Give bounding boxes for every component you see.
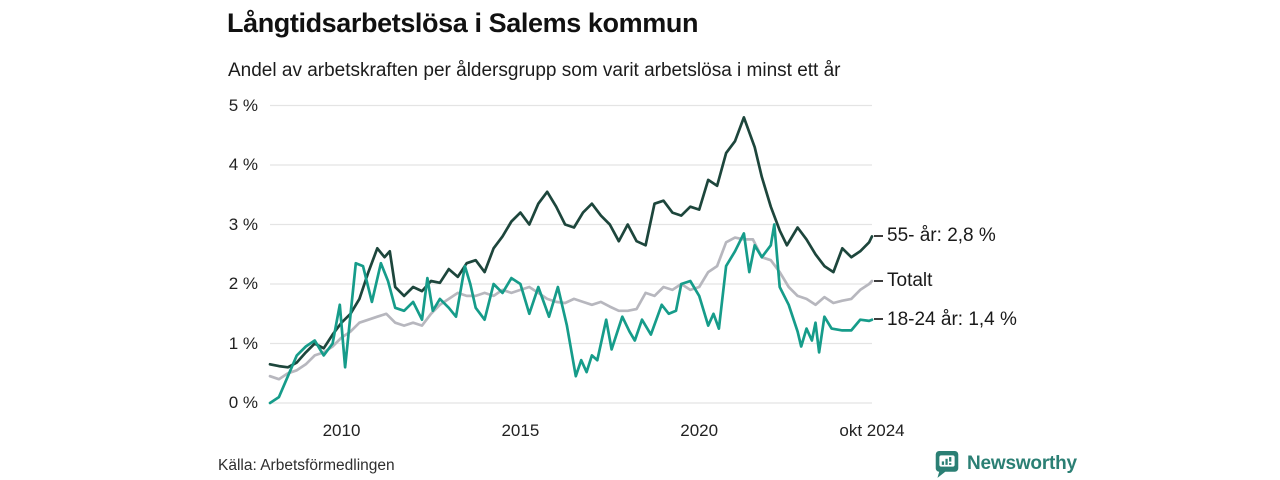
end-label-totalt: Totalt xyxy=(874,268,932,293)
end-label-18-24-ar: 18-24 år: 1,4 % xyxy=(874,307,1017,332)
label-tick-dash xyxy=(874,234,883,237)
y-tick-label: 2 % xyxy=(228,274,258,293)
series-line-18-24-ar xyxy=(268,223,874,405)
series-line-55-ar xyxy=(268,116,874,369)
x-tick-label: okt 2024 xyxy=(839,421,905,440)
page-subtitle: Andel av arbetskraften per åldersgrupp s… xyxy=(228,60,841,81)
x-tick-label: 2015 xyxy=(501,421,540,440)
y-tick-label: 0 % xyxy=(228,393,258,412)
y-tick-label: 4 % xyxy=(228,155,258,174)
label-tick-dash xyxy=(874,279,883,282)
y-tick-label: 5 % xyxy=(228,95,258,115)
y-tick-label: 3 % xyxy=(228,214,258,234)
brand-name: Newsworthy xyxy=(967,453,1077,474)
series-line-totalt xyxy=(268,236,874,381)
brand-logo: Newsworthy xyxy=(934,450,1077,478)
x-tick-label: 2020 xyxy=(680,421,719,440)
end-label-text: Totalt xyxy=(887,270,933,292)
x-tick-label: 2010 xyxy=(322,421,361,440)
end-label-55-ar: 55- år: 2,8 % xyxy=(874,223,996,248)
page-title: Långtidsarbetslösa i Salems kommun xyxy=(227,8,699,38)
label-tick-dash xyxy=(874,318,883,321)
newsworthy-icon xyxy=(935,451,959,478)
y-tick-label: 1 % xyxy=(228,333,258,353)
end-label-text: 55- år: 2,8 % xyxy=(887,225,996,247)
end-label-text: 18-24 år: 1,4 % xyxy=(887,308,1017,330)
source-note: Källa: Arbetsförmedlingen xyxy=(218,457,395,474)
